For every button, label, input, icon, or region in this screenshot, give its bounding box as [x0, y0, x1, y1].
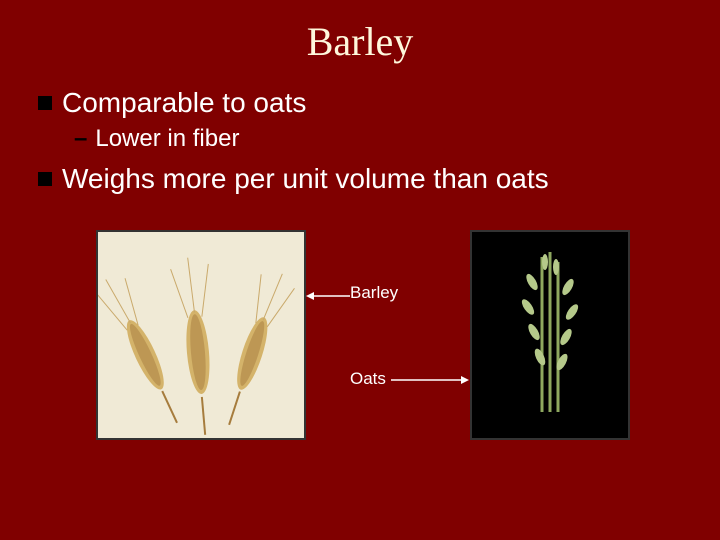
- oats-image: [470, 230, 630, 440]
- oats-label: Oats: [350, 369, 386, 389]
- arrow-left-icon: [306, 291, 350, 301]
- bullet-2-text: Weighs more per unit volume than oats: [62, 163, 549, 195]
- sub-bullet-1-text: Lower in fiber: [95, 125, 239, 153]
- barley-image: [96, 230, 306, 440]
- bullet-1: Comparable to oats: [38, 87, 690, 119]
- dash-icon: –: [74, 125, 87, 153]
- bullet-square-icon: [38, 96, 52, 110]
- slide-title: Barley: [0, 0, 720, 87]
- sub-bullet-1: – Lower in fiber: [38, 125, 690, 153]
- images-row: Barley Oats: [38, 225, 690, 485]
- bullet-1-text: Comparable to oats: [62, 87, 306, 119]
- bullet-square-icon: [38, 172, 52, 186]
- content-area: Comparable to oats – Lower in fiber Weig…: [0, 87, 720, 485]
- arrow-right-icon: [391, 375, 469, 385]
- bullet-2: Weighs more per unit volume than oats: [38, 163, 690, 195]
- barley-label: Barley: [350, 283, 398, 303]
